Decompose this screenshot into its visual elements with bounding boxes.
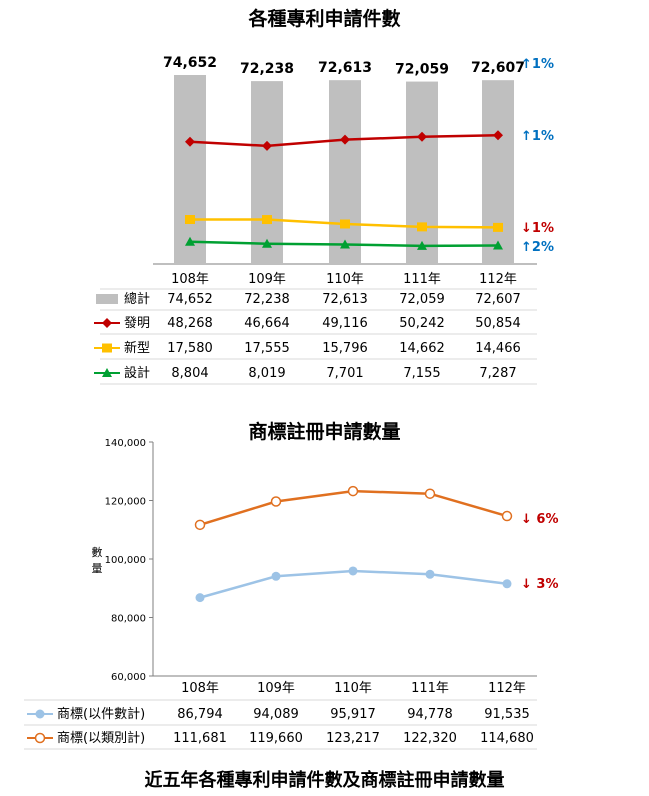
patent-table-cell: 15,796: [322, 341, 368, 356]
patent-table-cell: 72,238: [244, 292, 290, 307]
patent-table-cell: 14,662: [399, 341, 445, 356]
trademark-y-tick-label: 100,000: [105, 555, 146, 566]
patent-category-label: 111年: [403, 272, 441, 287]
patent-change-label: ↑1%: [521, 129, 554, 144]
trademark-table-cell: 86,794: [177, 707, 223, 722]
patent-legend-label: 新型: [124, 340, 150, 356]
patent-total-bar-label: 74,652: [163, 55, 217, 71]
patent-legend-label: 總計: [124, 291, 150, 307]
trademark-category-label: 109年: [257, 681, 295, 696]
trademark-series-point: [349, 487, 358, 496]
trademark-series-point: [503, 512, 512, 521]
trademark-y-tick-label: 80,000: [111, 614, 146, 625]
patent-table-cell: 48,268: [167, 316, 213, 331]
patent-total-bar-label: 72,059: [395, 62, 449, 78]
patent-total-bar: [482, 80, 514, 264]
patent-legend-label: 發明: [124, 316, 150, 331]
trademark-series-point: [426, 489, 435, 498]
trademark-legend-key: [36, 734, 45, 743]
patent-新型-point: [493, 223, 503, 232]
patent-table-cell: 46,664: [244, 316, 290, 331]
trademark-series-point: [196, 520, 205, 529]
patent-table-cell: 74,652: [167, 292, 213, 307]
trademark-legend-label: 商標(以類別計): [57, 730, 145, 746]
trademark-table-cell: 123,217: [326, 731, 380, 746]
patent-total-bar: [174, 75, 206, 264]
trademark-y-tick-label: 120,000: [105, 497, 146, 508]
trademark-series-point: [426, 570, 435, 579]
trademark-table-cell: 94,778: [407, 707, 453, 722]
patent-total-bar: [251, 81, 283, 264]
patent-legend-key: [96, 294, 118, 304]
patent-新型-point: [340, 220, 350, 229]
patent-change-label: ↑2%: [521, 240, 554, 255]
patent-change-label: ↑1%: [521, 57, 554, 72]
patent-table-cell: 7,287: [479, 366, 516, 381]
patent-table-cell: 72,613: [322, 292, 368, 307]
patent-total-bar-label: 72,238: [240, 61, 294, 77]
patent-total-bar: [406, 82, 438, 264]
trademark-table-cell: 114,680: [480, 731, 534, 746]
patent-table-cell: 50,854: [475, 316, 521, 331]
patent-table-cell: 7,701: [326, 366, 363, 381]
trademark-y-tick-label: 60,000: [111, 672, 146, 683]
trademark-table-cell: 95,917: [330, 707, 376, 722]
patent-table-cell: 72,059: [399, 292, 445, 307]
trademark-legend-label: 商標(以件數計): [57, 706, 145, 722]
trademark-series-point: [349, 566, 358, 575]
patent-table-cell: 8,804: [171, 366, 208, 381]
trademark-table-cell: 122,320: [403, 731, 457, 746]
patent-legend-key: [102, 318, 112, 328]
trademark-y-tick-label: 140,000: [105, 438, 146, 449]
trademark-y-axis-label: 量: [92, 562, 103, 575]
trademark-category-label: 111年: [411, 681, 449, 696]
patent-total-bar: [329, 80, 361, 264]
patent-category-label: 109年: [248, 272, 286, 287]
patent-total-bar-label: 72,613: [318, 60, 372, 76]
figure-caption: 近五年各種專利申請件數及商標註冊申請數量: [0, 766, 649, 792]
trademark-series-point: [272, 497, 281, 506]
patent-legend-key: [102, 344, 112, 353]
patent-新型-point: [417, 222, 427, 231]
patent-table-cell: 8,019: [248, 366, 285, 381]
patent-table-cell: 14,466: [475, 341, 521, 356]
patent-change-label: ↓1%: [521, 221, 554, 236]
patent-category-label: 110年: [326, 272, 364, 287]
patent-table-cell: 50,242: [399, 316, 445, 331]
trademark-series-point: [503, 579, 512, 588]
trademark-category-label: 108年: [181, 681, 219, 696]
patent-table-cell: 72,607: [475, 292, 521, 307]
patent-category-label: 108年: [171, 272, 209, 287]
trademark-change-label: ↓ 6%: [521, 512, 559, 527]
patent-total-bar-label: 72,607: [471, 60, 525, 76]
trademark-table-cell: 91,535: [484, 707, 530, 722]
patent-table-cell: 17,555: [244, 341, 290, 356]
patent-legend-label: 設計: [124, 365, 150, 381]
trademark-category-label: 110年: [334, 681, 372, 696]
trademark-change-label: ↓ 3%: [521, 577, 559, 592]
trademark-legend-key: [36, 710, 45, 719]
patent-新型-point: [262, 215, 272, 224]
patent-table-cell: 49,116: [322, 316, 368, 331]
trademark-series-point: [196, 593, 205, 602]
trademark-category-label: 112年: [488, 681, 526, 696]
trademark-series-point: [272, 572, 281, 581]
trademark-table-cell: 111,681: [173, 731, 227, 746]
trademark-y-axis-label: 數: [92, 546, 103, 559]
patent-table-cell: 17,580: [167, 341, 213, 356]
patent-新型-point: [185, 215, 195, 224]
patent-table-cell: 7,155: [403, 366, 440, 381]
trademark-table-cell: 94,089: [253, 707, 299, 722]
trademark-table-cell: 119,660: [249, 731, 303, 746]
patent-category-label: 112年: [479, 272, 517, 287]
